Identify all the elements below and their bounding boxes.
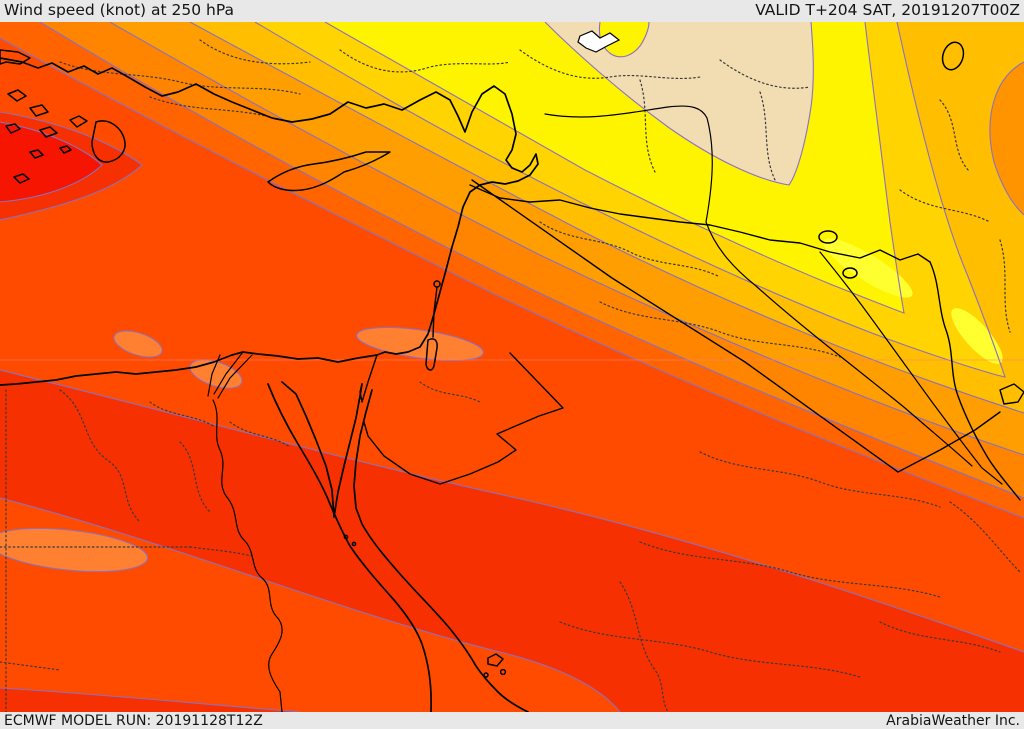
anatolia-levant-africa-coast xyxy=(0,57,539,386)
isotach-bands xyxy=(0,22,1024,712)
egypt-israel-border xyxy=(359,354,378,403)
iran-border xyxy=(929,261,1021,501)
admin-borders-dotted xyxy=(0,39,1021,712)
lake-small-east xyxy=(842,267,858,279)
tigris-river xyxy=(819,251,1003,485)
band-yellow-wedge xyxy=(599,22,649,57)
footer-bar: ECMWF MODEL RUN: 20191128T12Z ArabiaWeat… xyxy=(0,712,1024,729)
salt-lake-white xyxy=(577,30,621,53)
band-red-stripe xyxy=(0,370,1024,712)
band-cream-minimum xyxy=(545,22,814,185)
coastlines xyxy=(0,49,539,712)
jordan-saudi-zigzag-border xyxy=(363,352,564,485)
credit-label: ArabiaWeather Inc. xyxy=(886,712,1020,729)
header-bar: Wind speed (knot) at 250 hPa VALID T+204… xyxy=(0,0,1024,22)
lens-minimum-4 xyxy=(0,527,149,573)
band-yellow-bright-core-1 xyxy=(823,238,913,298)
kuwait-border xyxy=(999,383,1024,405)
turkey-syria-iraq-border xyxy=(469,184,931,263)
aegean-islands xyxy=(5,89,126,184)
chart-title: Wind speed (knot) at 250 hPa xyxy=(4,1,235,20)
band-yellow-bright-core-2 xyxy=(951,308,1003,364)
lakes xyxy=(425,30,965,371)
isotach-map-canvas xyxy=(0,22,1024,712)
lens-minimum-3 xyxy=(356,327,484,361)
lake-van xyxy=(818,230,838,244)
wind-speed-map xyxy=(0,22,1024,712)
country-borders xyxy=(359,179,1024,501)
euphrates-river xyxy=(544,105,973,467)
desert-straight-border xyxy=(471,179,1001,473)
cyprus-island xyxy=(267,151,391,192)
model-run-label: ECMWF MODEL RUN: 20191128T12Z xyxy=(4,712,263,729)
lake-urmia xyxy=(941,41,965,71)
nile-river xyxy=(207,351,283,712)
lens-minimum-2 xyxy=(189,359,243,389)
dead-sea xyxy=(425,338,438,371)
rivers xyxy=(207,105,1003,712)
sinai-red-sea-coast xyxy=(267,381,529,712)
lens-minimum-1 xyxy=(113,330,163,358)
band-orange-pocket-ne xyxy=(989,62,1024,215)
european-corner-land xyxy=(0,49,31,65)
jordan-river-border xyxy=(432,286,438,338)
valid-time-label: VALID T+204 SAT, 20191207T00Z xyxy=(755,1,1020,20)
